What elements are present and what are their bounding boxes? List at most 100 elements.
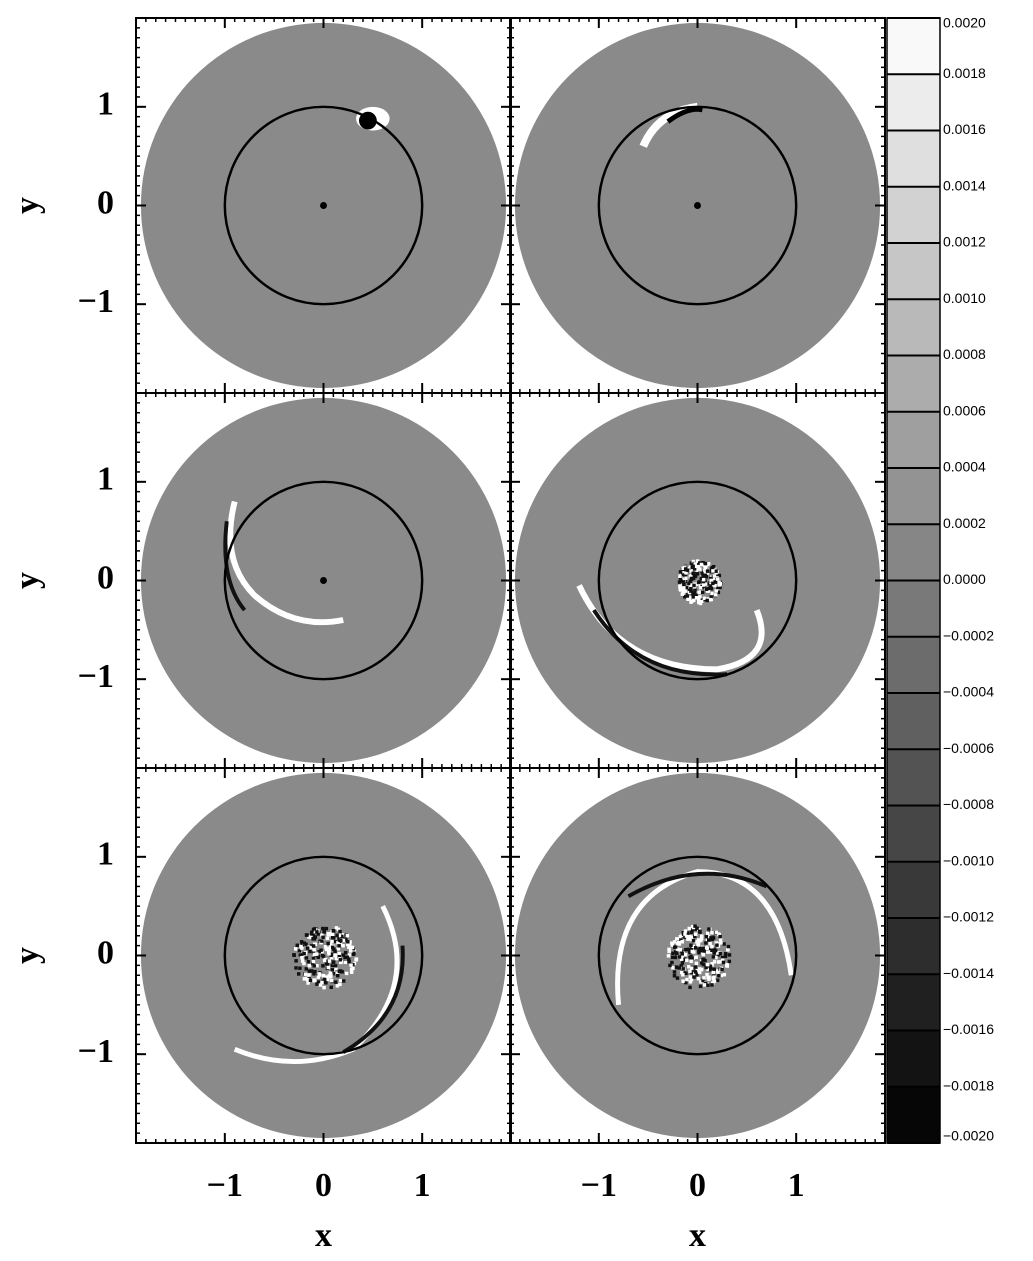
colorbar-band xyxy=(887,636,940,693)
noise xyxy=(338,958,343,962)
noise xyxy=(678,948,683,952)
noise xyxy=(322,930,326,934)
noise xyxy=(317,949,321,954)
noise xyxy=(672,970,677,974)
noise xyxy=(308,978,313,983)
noise xyxy=(688,936,692,941)
noise xyxy=(337,951,341,956)
noise xyxy=(343,955,347,960)
noise xyxy=(683,568,688,572)
noise xyxy=(318,983,323,987)
colorbar-tick-label: −0.0008 xyxy=(943,796,994,812)
noise xyxy=(672,940,677,944)
noise xyxy=(699,576,704,581)
noise xyxy=(340,934,344,939)
noise xyxy=(699,598,703,602)
noise xyxy=(684,576,688,580)
noise xyxy=(681,580,685,584)
noise xyxy=(679,964,683,968)
noise xyxy=(679,957,684,961)
noise xyxy=(698,967,702,971)
noise xyxy=(702,596,707,601)
noise xyxy=(673,945,678,949)
noise xyxy=(686,597,690,601)
noise xyxy=(679,970,684,975)
noise xyxy=(320,939,324,943)
orbit xyxy=(597,105,798,306)
noise xyxy=(341,933,346,937)
noise xyxy=(716,590,721,595)
colorbar-band xyxy=(887,580,940,637)
noise xyxy=(341,953,346,957)
noise xyxy=(321,926,325,931)
noise xyxy=(687,926,691,931)
noise xyxy=(690,956,694,960)
center-dot xyxy=(320,577,327,584)
noise xyxy=(667,949,671,954)
noise xyxy=(311,956,316,961)
colorbar-band xyxy=(887,749,940,806)
noise xyxy=(312,964,316,968)
noise xyxy=(722,942,726,946)
noise xyxy=(692,591,697,595)
y-tick-label: 0 xyxy=(97,559,114,596)
noise xyxy=(341,979,346,983)
center-dot xyxy=(320,202,327,209)
noise xyxy=(335,984,340,988)
colorbar-band xyxy=(887,411,940,468)
noise xyxy=(311,961,315,966)
noise xyxy=(720,955,725,960)
colorbar-band xyxy=(887,861,940,918)
noise xyxy=(683,935,687,939)
noise xyxy=(326,933,331,937)
y-axis-label: y xyxy=(9,572,46,589)
noise xyxy=(347,959,351,964)
noise xyxy=(687,595,692,599)
noise xyxy=(698,595,702,599)
noise xyxy=(717,973,721,978)
noise xyxy=(670,960,674,965)
noise xyxy=(675,952,679,956)
noise xyxy=(341,944,345,948)
noise xyxy=(338,969,343,973)
noise xyxy=(690,583,694,588)
noise xyxy=(697,561,702,565)
noise xyxy=(297,949,302,953)
noise xyxy=(711,976,715,980)
noise xyxy=(670,941,674,945)
noise xyxy=(317,972,321,976)
noise xyxy=(710,931,714,935)
noise xyxy=(326,965,331,970)
noise xyxy=(727,953,732,957)
x-tick-label: 1 xyxy=(414,1167,431,1204)
noise xyxy=(336,973,340,978)
noise xyxy=(325,947,329,952)
noise xyxy=(330,939,334,944)
noise xyxy=(697,597,701,601)
noise xyxy=(338,982,342,987)
noise xyxy=(321,973,326,978)
noise xyxy=(685,585,689,590)
noise xyxy=(702,957,706,961)
noise xyxy=(691,564,695,569)
noise xyxy=(689,594,694,598)
noise xyxy=(698,585,703,590)
noise xyxy=(336,940,340,945)
noise xyxy=(312,927,317,931)
noise xyxy=(694,595,699,600)
noise xyxy=(349,949,353,953)
noise xyxy=(334,954,338,958)
colorbar-tick-label: 0.0006 xyxy=(943,402,986,418)
noise xyxy=(689,948,693,952)
noise xyxy=(710,591,714,596)
noise xyxy=(706,967,710,971)
noise xyxy=(352,949,357,953)
noise xyxy=(693,574,698,579)
noise xyxy=(711,569,715,573)
x-tick-label: 1 xyxy=(788,1167,805,1204)
noise xyxy=(330,963,335,968)
noise xyxy=(680,961,685,965)
y-tick-label: 1 xyxy=(97,86,114,123)
noise xyxy=(678,570,683,574)
noise xyxy=(675,947,680,951)
